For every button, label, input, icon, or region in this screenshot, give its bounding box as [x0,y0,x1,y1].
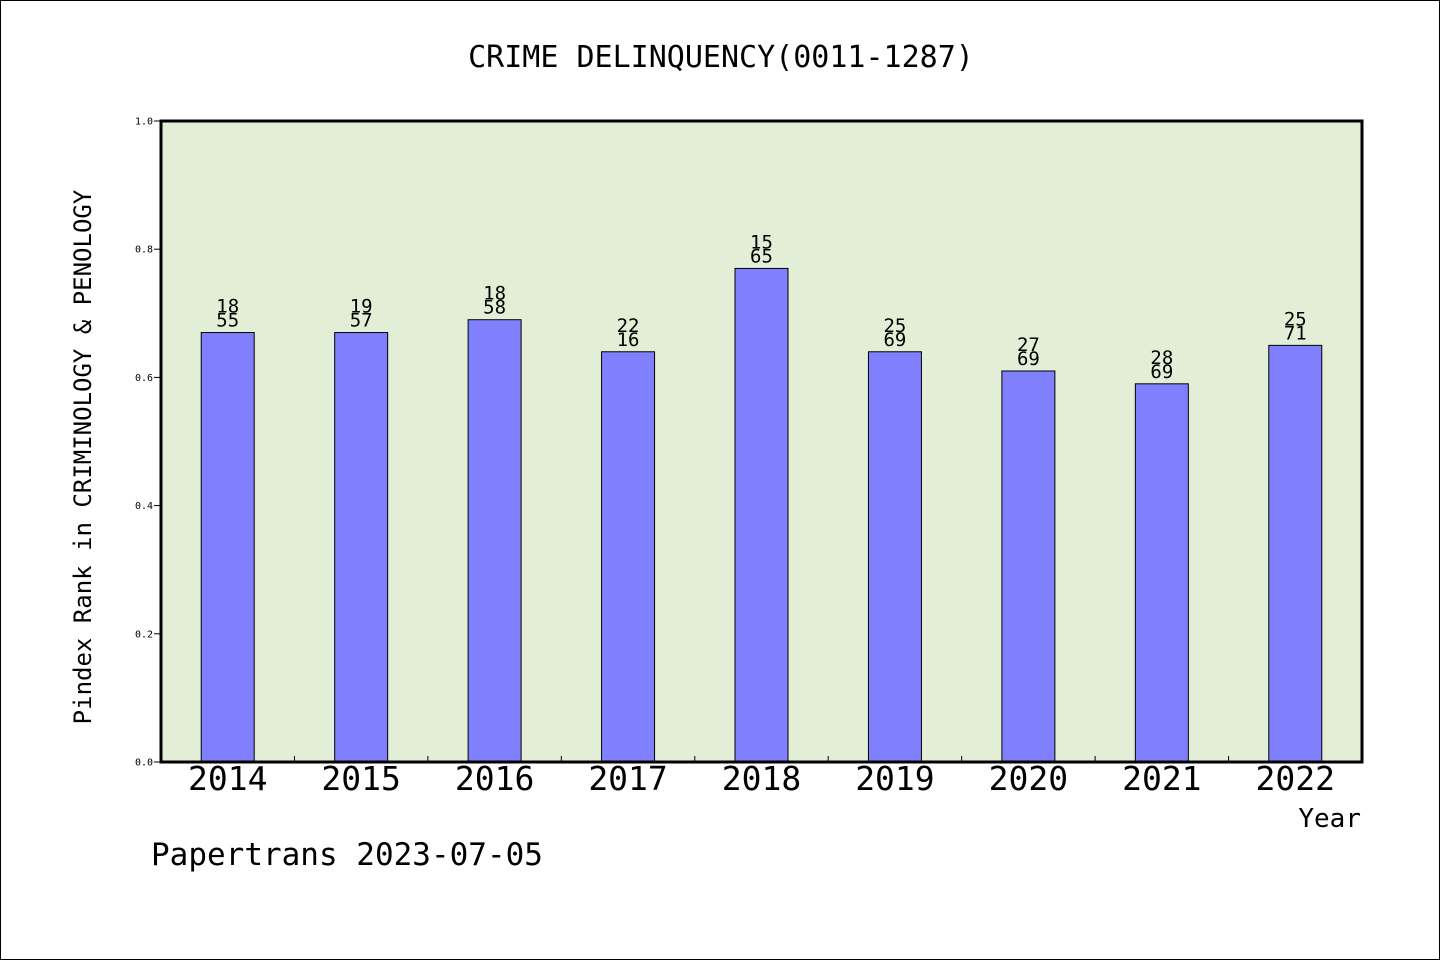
x-tick-label: 2018 [722,759,801,798]
y-axis-ticks: 0.0 0.2 0.4 0.6 0.8 1.0 [135,117,161,769]
bar [1268,344,1323,763]
bar [334,332,389,763]
bar-label-top: 25 [1284,308,1307,330]
bar-label-top: 28 [1150,347,1173,369]
y-tick-label: 0.8 [135,245,153,256]
x-tick-label: 2015 [321,759,400,798]
plot-border [159,119,1364,764]
y-axis-label: Pindex Rank in CRIMINOLOGY & PENOLOGY [69,189,97,724]
bar [200,332,255,763]
y-tick-label: 0.0 [135,758,153,769]
bar-label-top: 15 [750,231,773,253]
y-tick-label: 1.0 [135,117,153,128]
x-axis-tick-labels: 2014 2015 2016 2017 2018 2019 2020 2021 2022 [188,759,1335,798]
bar-label-bottom: 55 [216,310,239,332]
bar-label-bottom: 71 [1284,322,1307,344]
bar [1134,383,1189,763]
x-axis-label: Year [1298,804,1361,834]
y-tick-label: 0.2 [135,629,153,640]
bar [1001,370,1056,763]
bar [734,267,789,763]
bar [601,351,656,763]
x-tick-label: 2020 [989,759,1068,798]
bar-label-top: 19 [350,296,373,318]
bar-label-top: 18 [216,296,239,318]
bar-label-top: 22 [617,315,640,337]
chart-title: CRIME DELINQUENCY(0011-1287) [468,40,974,75]
bar-label-top: 25 [883,315,906,337]
x-tick-label: 2022 [1256,759,1335,798]
bar-label-bottom: 69 [1150,361,1173,383]
y-tick-label: 0.4 [135,501,153,512]
y-tick-label: 0.6 [135,373,153,384]
bar [867,351,922,763]
bar-label-bottom: 57 [350,310,373,332]
x-tick-label: 2016 [455,759,534,798]
bars [200,267,1323,763]
bar-label-bottom: 58 [483,297,506,319]
bar-label-top: 18 [483,283,506,305]
bar-label-bottom: 69 [883,329,906,351]
x-tick-label: 2019 [855,759,934,798]
bar-label-bottom: 65 [750,245,773,267]
bar-label-top: 27 [1017,334,1040,356]
x-tick-label: 2014 [188,759,267,798]
bar-label-bottom: 16 [617,329,640,351]
x-tick-label: 2017 [588,759,667,798]
bar-label-bottom: 69 [1017,348,1040,370]
footer-credit: Papertrans 2023-07-05 [151,837,543,873]
x-tick-label: 2021 [1122,759,1201,798]
bar [467,319,522,763]
